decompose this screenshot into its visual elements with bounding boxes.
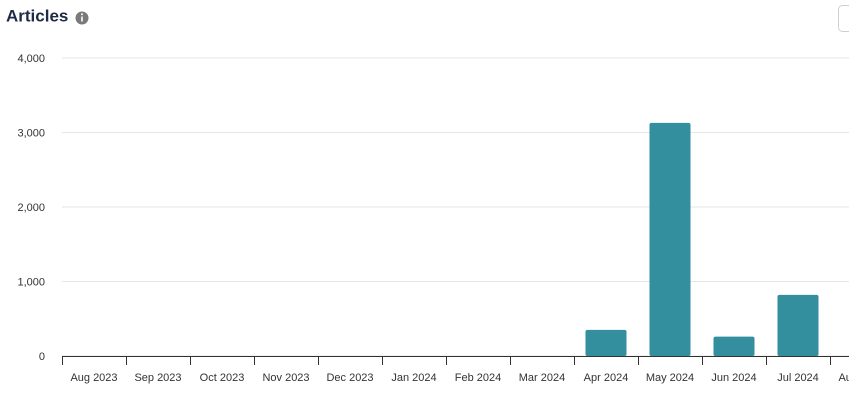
bar [713,336,755,356]
x-tick-label: May 2024 [646,372,694,384]
menu-button[interactable] [838,5,849,32]
x-tick-label: Aug 2024 [838,372,849,384]
chart-title: Articles [6,6,68,25]
bar [649,122,691,356]
x-tick-label: Nov 2023 [262,372,309,384]
y-tick-label: 2,000 [17,202,45,214]
y-tick-label: 0 [39,351,45,363]
x-tick-label: Aug 2023 [70,372,117,384]
info-icon[interactable] [75,11,89,25]
y-tick-label: 3,000 [17,127,45,139]
x-tick-label: Sep 2023 [134,372,181,384]
x-tick-label: Apr 2024 [584,372,629,384]
y-tick-label: 4,000 [17,53,45,65]
info-dot [81,13,83,16]
bar [585,329,627,356]
x-tick-label: Dec 2023 [326,372,373,384]
bar [777,294,819,356]
x-tick-label: Mar 2024 [519,372,565,384]
x-tick-label: Oct 2023 [200,372,245,384]
y-tick-label: 1,000 [17,276,45,288]
x-tick-label: Jul 2024 [777,372,819,384]
x-tick-label: Jun 2024 [711,372,756,384]
info-stem [81,16,83,22]
x-tick-label: Feb 2024 [455,372,501,384]
x-tick-label: Jan 2024 [391,372,436,384]
